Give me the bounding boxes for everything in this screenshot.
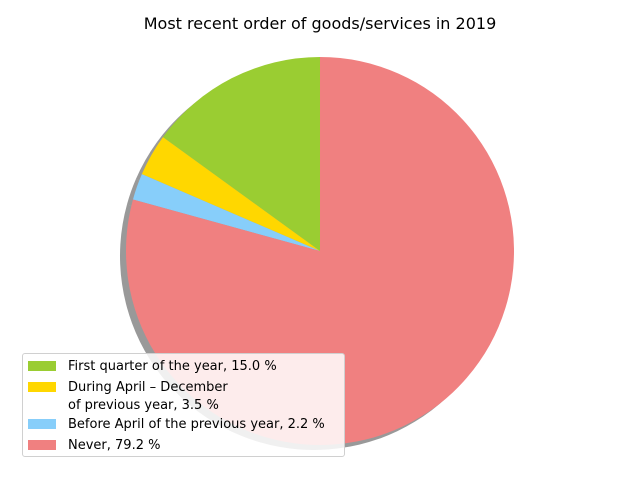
pie-slices bbox=[125, 57, 514, 445]
legend-label-first-quarter: First quarter of the year, 15.0 % bbox=[68, 359, 277, 374]
pie-slice-april-december bbox=[141, 137, 320, 251]
legend-label-never: Never, 79.2 % bbox=[68, 438, 161, 453]
legend-item-before-april: Before April of the previous year, 2.2 % bbox=[28, 416, 325, 434]
pie-slice-never bbox=[125, 57, 514, 445]
legend-label-april-december: During April – December of previous year… bbox=[68, 380, 228, 413]
legend-swatch-before-april bbox=[28, 419, 56, 429]
legend-item-never: Never, 79.2 % bbox=[28, 437, 160, 455]
legend-item-april-december: During April – December of previous year… bbox=[28, 379, 228, 415]
legend-item-first-quarter: First quarter of the year, 15.0 % bbox=[28, 358, 277, 376]
pie-slice-before-april bbox=[132, 174, 320, 251]
legend-swatch-first-quarter bbox=[28, 361, 56, 371]
pie-slice-first-quarter bbox=[162, 57, 320, 251]
legend-swatch-never bbox=[28, 440, 56, 450]
legend: First quarter of the year, 15.0 % During… bbox=[22, 353, 345, 457]
chart-title: Most recent order of goods/services in 2… bbox=[144, 14, 497, 33]
legend-label-before-april: Before April of the previous year, 2.2 % bbox=[68, 417, 325, 432]
legend-swatch-april-december bbox=[28, 382, 56, 392]
